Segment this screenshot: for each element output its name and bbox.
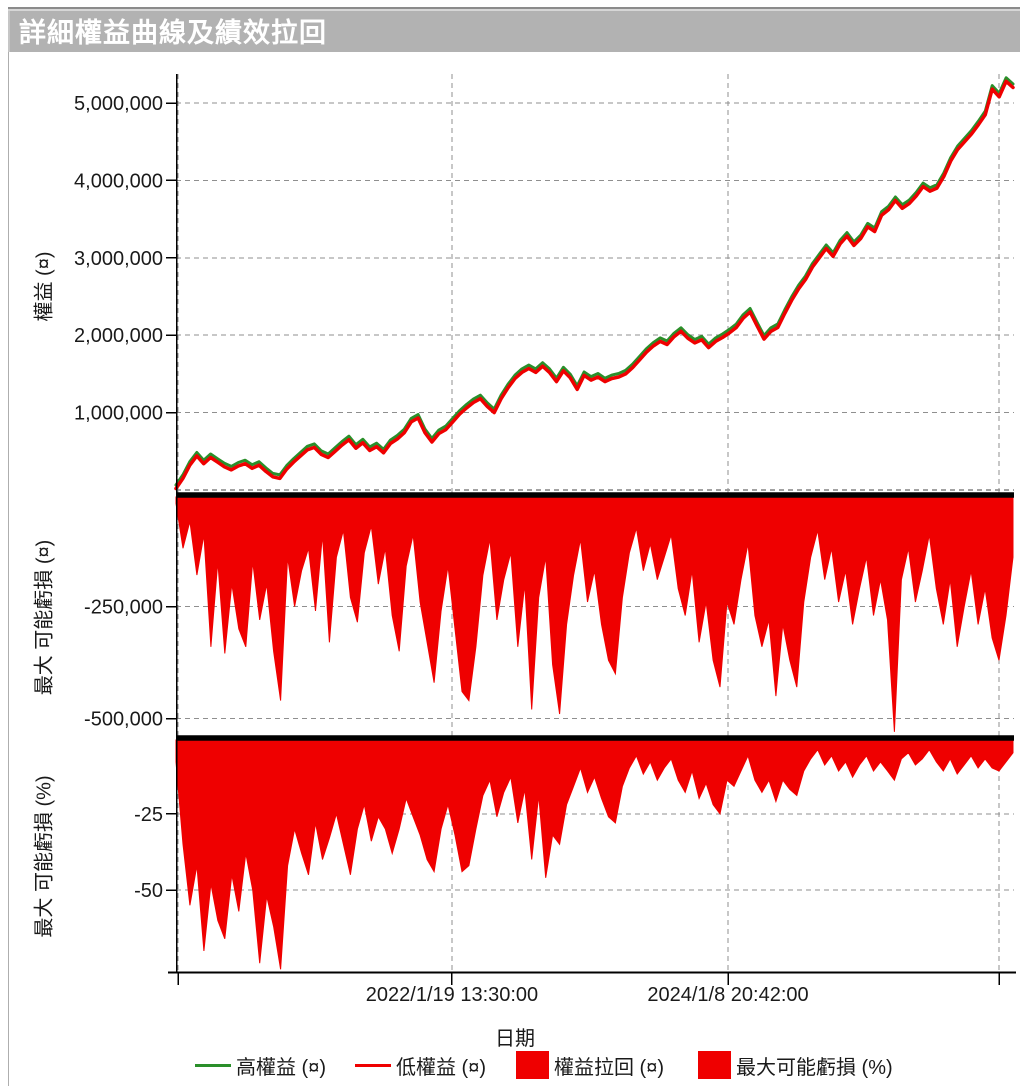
y-tick-label: 3,000,000 [74, 248, 163, 270]
legend-label: 低權益 (¤) [396, 1056, 486, 1079]
equity-drawdown-square-swatch-icon [516, 1051, 549, 1079]
legend-item-equity-drawdown: 權益拉回 (¤) [516, 1050, 664, 1080]
high-equity-line-swatch-icon [195, 1063, 231, 1067]
page-title: 詳細權益曲線及績效拉回 [19, 18, 327, 48]
y-tick-label: -250,000 [84, 597, 163, 619]
legend-item-high-equity: 高權益 (¤) [195, 1050, 326, 1080]
y-tick-label: -50 [134, 880, 163, 902]
report-titlebar: 詳細權益曲線及績效拉回 [8, 7, 1020, 52]
y-tick-label: 4,000,000 [74, 170, 163, 192]
legend-item-low-equity: 低權益 (¤) [355, 1050, 486, 1080]
y-tick-label: 2,000,000 [74, 325, 163, 347]
y-tick-label: -25 [134, 804, 163, 826]
y-tick-label: 1,000,000 [74, 403, 163, 425]
legend-label: 最大可能虧損 (%) [736, 1056, 893, 1079]
low-equity-line-swatch-icon [355, 1063, 391, 1067]
legend-label: 權益拉回 (¤) [554, 1056, 664, 1079]
chart-legend: 高權益 (¤) 低權益 (¤) 權益拉回 (¤) 最大可能虧損 (%) [0, 1050, 1020, 1086]
x-tick-label-2022: 2022/1/19 13:30:00 [365, 984, 539, 1006]
x-axis-title-date: 日期 [495, 1028, 535, 1050]
max-loss-square-swatch-icon [698, 1051, 731, 1079]
y-tick-label: 5,000,000 [74, 93, 163, 115]
legend-label: 高權益 (¤) [236, 1056, 326, 1079]
x-tick-label-2024: 2024/1/8 20:42:00 [647, 984, 809, 1006]
y-axis-title-drawdown-percent: 最大 可能虧損 (%) [33, 775, 56, 938]
legend-item-max-loss-percent: 最大可能虧損 (%) [698, 1050, 893, 1080]
window-left-border [8, 7, 9, 1086]
y-tick-label: -500,000 [84, 709, 163, 731]
